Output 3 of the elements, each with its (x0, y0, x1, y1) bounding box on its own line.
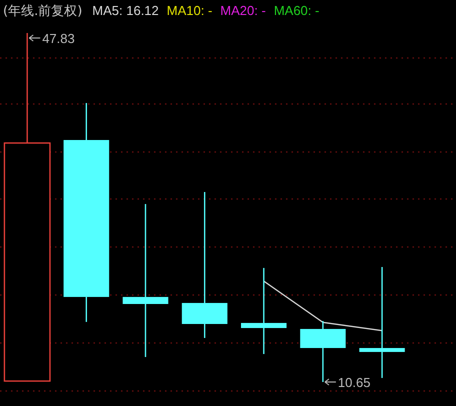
title: (年线.前复权) (3, 4, 82, 19)
annotation: 10.65 (338, 375, 370, 390)
annotation: 47.83 (42, 31, 75, 46)
